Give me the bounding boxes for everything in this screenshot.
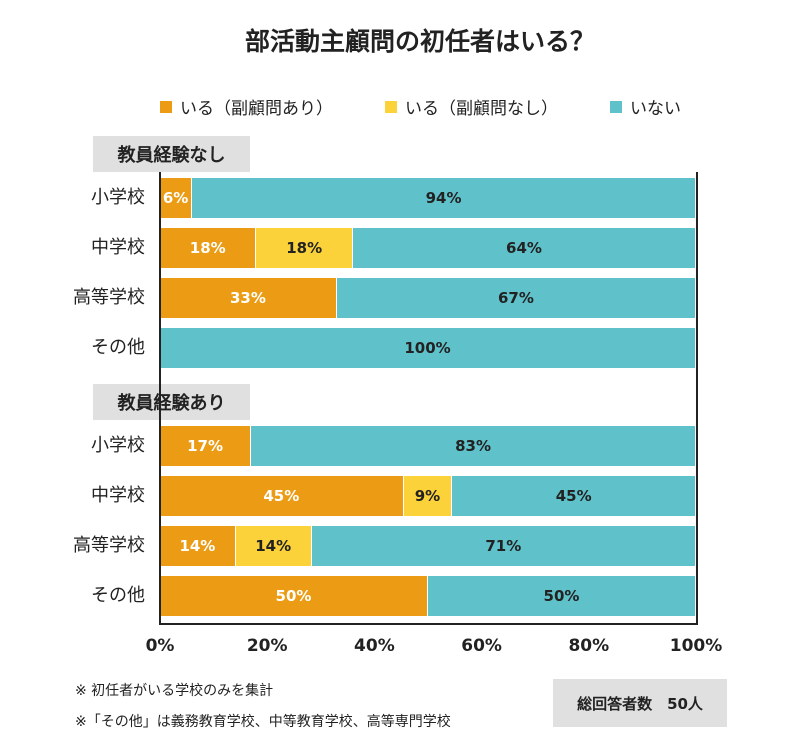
x-axis-line (159, 623, 698, 625)
bar-row: 18% 18% 64% (160, 228, 696, 268)
bar-segment: 83% (251, 426, 696, 466)
x-tick-label: 80% (568, 636, 610, 656)
bar-row: 14% 14% 71% (160, 526, 696, 566)
bar-segment: 14% (235, 526, 312, 566)
legend-item-with-sub-advisor: いる（副顧問あり） (160, 94, 333, 119)
data-label: 50% (275, 587, 312, 605)
data-label: 17% (187, 437, 223, 455)
bar-segment: 6% (160, 178, 193, 218)
note-2: ※「その他」は義務教育学校、中等教育学校、高等専門学校 (75, 714, 451, 730)
x-tick-label: 0% (145, 636, 175, 656)
legend-item-without-sub-advisor: いる（副顧問なし） (385, 94, 558, 119)
bar-row: 45% 9% 45% (160, 476, 696, 516)
data-label: 45% (263, 487, 300, 505)
legend-swatch (160, 100, 172, 113)
data-label: 67% (497, 289, 534, 307)
data-label: 50% (543, 587, 580, 605)
data-label: 64% (506, 239, 542, 257)
respondent-count: 総回答者数 50人 (553, 679, 727, 727)
legend-swatch (385, 100, 397, 113)
bar-row: 100% (160, 328, 696, 368)
x-tick-label: 20% (246, 636, 288, 656)
data-label: 6% (162, 189, 189, 207)
right-axis-line (696, 172, 698, 625)
category-label: 高等学校 (73, 287, 145, 308)
category-label: その他 (91, 585, 145, 606)
bar-segment: 18% (160, 228, 257, 268)
x-tick-label: 40% (354, 636, 395, 656)
bar-segment: 33% (160, 278, 337, 318)
bar-segment: 9% (403, 476, 453, 516)
category-label: 小学校 (91, 187, 145, 208)
bar-row: 33% 67% (160, 278, 696, 318)
y-axis-line (159, 172, 161, 625)
bar-segment: 71% (311, 526, 696, 566)
bar-segment: 64% (352, 228, 696, 268)
group-label: 教員経験なし (93, 136, 250, 172)
bar-segment: 67% (336, 278, 696, 318)
category-label: 中学校 (91, 485, 145, 506)
group-label: 教員経験あり (93, 384, 250, 420)
bar-row: 6% 94% (160, 178, 696, 218)
chart-title: 部活動主顧問の初任者はいる？ (244, 27, 595, 56)
category-label: 小学校 (91, 435, 145, 456)
legend: いる（副顧問あり） いる（副顧問なし） いない (0, 94, 800, 119)
x-tick-label: 100% (669, 636, 723, 656)
category-label: その他 (91, 337, 145, 358)
legend-swatch (610, 100, 622, 113)
bar-segment: 50% (428, 576, 696, 616)
x-tick-label: 60% (461, 636, 502, 656)
data-label: 18% (286, 239, 323, 257)
category-label: 高等学校 (73, 535, 145, 556)
category-label: 中学校 (91, 237, 145, 258)
bar-row: 17% 83% (160, 426, 696, 466)
bar-segment: 45% (160, 476, 404, 516)
data-label: 18% (189, 239, 226, 257)
data-label: 94% (425, 189, 462, 207)
data-label: 33% (229, 289, 266, 307)
bar-segment: 17% (160, 426, 252, 466)
bar-segment: 94% (192, 178, 696, 218)
legend-item-none: いない (610, 94, 681, 119)
note-1: ※ 初任者がいる学校のみを集計 (75, 683, 274, 699)
data-label: 100% (404, 339, 451, 357)
bar-segment: 14% (160, 526, 236, 566)
data-label: 14% (255, 537, 292, 555)
bar-segment: 18% (256, 228, 353, 268)
legend-label: いる（副顧問なし） (405, 99, 558, 119)
legend-label: いる（副顧問あり） (180, 99, 333, 119)
data-label: 45% (555, 487, 592, 505)
data-label: 9% (414, 487, 441, 505)
bar-segment: 45% (452, 476, 696, 516)
bar-segment: 100% (160, 328, 696, 368)
data-label: 71% (485, 537, 522, 555)
bar-row: 50% 50% (160, 576, 696, 616)
data-label: 83% (455, 437, 491, 455)
bar-segment: 50% (160, 576, 428, 616)
data-label: 14% (179, 537, 216, 555)
legend-label: いない (630, 99, 681, 119)
